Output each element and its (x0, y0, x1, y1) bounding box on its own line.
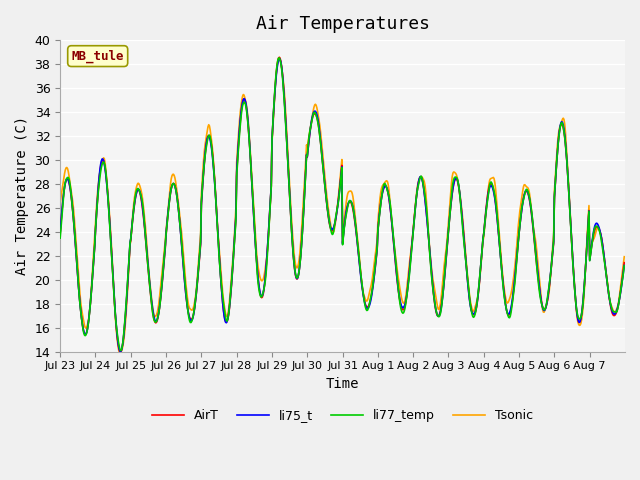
AirT (434, 313, 442, 319)
li75_t (434, 312, 442, 318)
li77_temp (124, 286, 131, 292)
li75_t (402, 298, 410, 303)
Tsonic (277, 59, 285, 65)
AirT (227, 291, 235, 297)
li77_temp (227, 289, 235, 295)
Tsonic (56, 203, 64, 208)
Tsonic (227, 282, 235, 288)
Tsonic (434, 303, 442, 309)
li75_t (277, 59, 285, 65)
AirT (277, 58, 285, 64)
li75_t (124, 289, 131, 295)
Tsonic (275, 55, 283, 60)
li77_temp (620, 263, 628, 269)
li77_temp (277, 60, 285, 66)
Title: Air Temperatures: Air Temperatures (255, 15, 429, 33)
Y-axis label: Air Temperature (C): Air Temperature (C) (15, 116, 29, 276)
AirT (620, 260, 628, 265)
Line: Tsonic: Tsonic (60, 58, 624, 351)
li75_t (620, 263, 628, 268)
Line: AirT: AirT (60, 57, 624, 351)
li77_temp (275, 55, 282, 61)
Line: li77_temp: li77_temp (60, 58, 624, 350)
AirT (124, 289, 131, 295)
Tsonic (255, 268, 262, 274)
li77_temp (56, 235, 64, 241)
li77_temp (116, 348, 124, 353)
AirT (56, 231, 64, 237)
li77_temp (402, 300, 410, 306)
AirT (116, 348, 124, 354)
AirT (402, 300, 410, 305)
li75_t (227, 290, 235, 296)
X-axis label: Time: Time (326, 377, 359, 391)
Tsonic (402, 293, 410, 299)
li75_t (116, 348, 124, 354)
AirT (275, 54, 283, 60)
li75_t (275, 56, 283, 61)
li75_t (255, 281, 262, 287)
Text: MB_tule: MB_tule (72, 49, 124, 63)
AirT (255, 282, 262, 288)
Tsonic (115, 348, 123, 354)
Tsonic (124, 296, 131, 302)
li75_t (56, 230, 64, 236)
Tsonic (620, 254, 628, 260)
Legend: AirT, li75_t, li77_temp, Tsonic: AirT, li75_t, li77_temp, Tsonic (147, 405, 538, 428)
li77_temp (434, 312, 442, 318)
li77_temp (255, 285, 262, 291)
Line: li75_t: li75_t (60, 59, 624, 351)
